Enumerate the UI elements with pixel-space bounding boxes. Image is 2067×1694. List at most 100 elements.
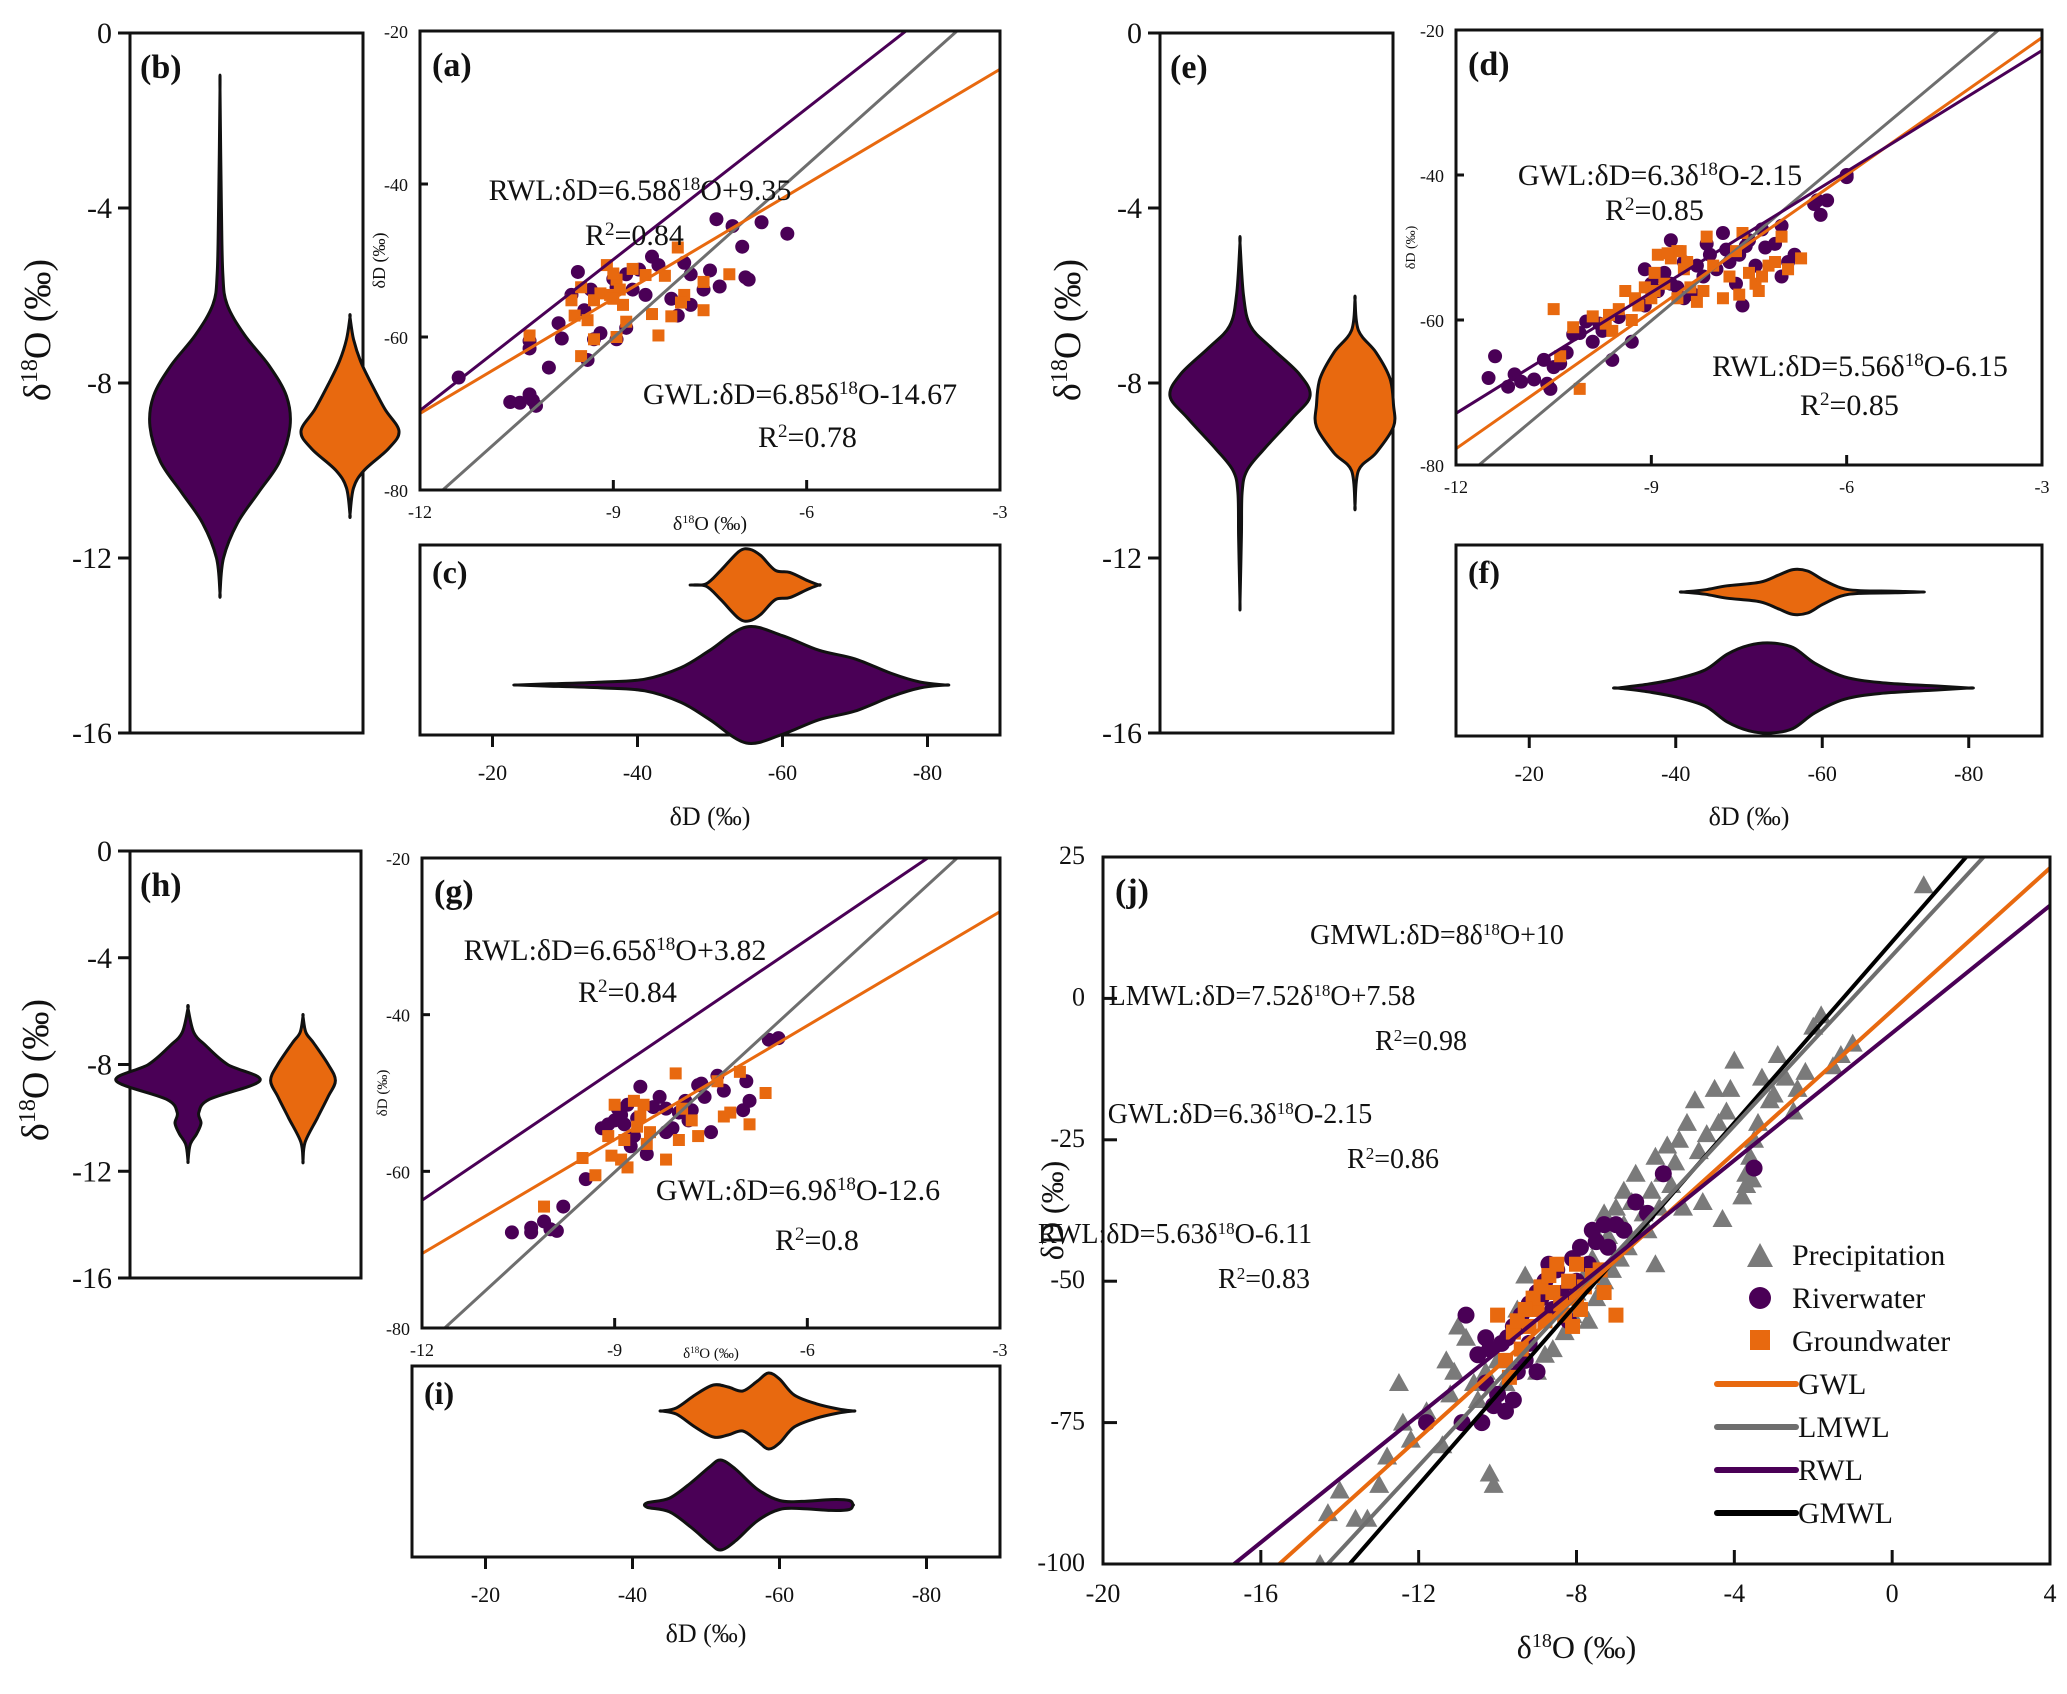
point-precipitation [1692,1192,1713,1211]
point-precipitation [1479,1463,1500,1482]
plot-frame [420,856,1002,1330]
x-tick-label: -80 [912,1582,941,1607]
violin-groundwater [269,1012,337,1165]
x-tick-label: -20 [471,1582,500,1607]
panel-label: (e) [1170,49,1208,86]
point-groundwater [626,262,639,275]
point-riverwater [541,360,556,375]
plot-area [422,858,1000,1328]
point-precipitation [1759,1090,1780,1109]
point-riverwater [504,1225,519,1240]
point-groundwater [685,1114,698,1127]
y-tick-label: -80 [384,481,408,501]
y-tick-label: -16 [72,1262,112,1295]
point-groundwater [1606,324,1619,337]
point-riverwater [1528,1363,1546,1381]
point-groundwater [607,267,620,280]
legend-label: GMWL [1798,1497,1893,1530]
x-tick-label: 4 [2044,1579,2057,1608]
point-precipitation [1515,1265,1536,1284]
legend-item: Groundwater [1750,1325,1950,1358]
violin-riverwater [1612,641,1975,735]
point-groundwater [1674,245,1687,258]
line-gmwl [1346,857,1969,1564]
y-tick-label: -75 [1050,1407,1085,1436]
point-groundwater [617,298,629,311]
point-precipitation [1669,1129,1690,1148]
point-groundwater [672,1134,685,1146]
point-precipitation [1625,1163,1646,1182]
point-precipitation [1830,1044,1851,1063]
point-riverwater [1657,265,1672,280]
point-groundwater [660,1153,673,1166]
line-rwl [420,31,909,412]
legend-label: GWL [1798,1368,1866,1401]
r-squared-annotation: R2=0.86 [1347,1144,1439,1176]
r-squared-annotation: R2=0.98 [1375,1026,1467,1058]
point-groundwater [1756,270,1769,283]
point-riverwater [524,1225,539,1240]
y-axis-label: δ18O (‰) [17,259,59,401]
violin-riverwater [642,1458,855,1552]
point-groundwater [1697,285,1710,297]
point-riverwater [1745,1159,1763,1177]
x-tick-label: -3 [993,1340,1008,1360]
x-tick-label: -9 [607,1340,622,1360]
point-groundwater [637,1098,650,1111]
point-precipitation [1676,1112,1697,1131]
y-tick-label: -60 [1420,311,1444,331]
point-riverwater [1457,1306,1475,1324]
point-riverwater [697,1089,712,1104]
point-precipitation [1369,1474,1390,1493]
y-axis-label: δD (‰) [375,1070,391,1117]
point-riverwater [1453,1414,1471,1432]
point-riverwater [1813,207,1828,222]
point-riverwater [1481,371,1496,385]
equation-annotation: GMWL:δD=8δ18O+10 [1310,920,1564,952]
legend-item: Precipitation [1747,1239,1945,1272]
y-tick-label: -25 [1050,1124,1085,1153]
plot-frame [1454,543,2044,738]
point-precipitation [1329,1480,1350,1499]
panel-j: -20 -16 -12 -8 -4 0 4 25 0 -25 -50 -75 -100 (j) δ18O (… [1034,841,2057,1665]
x-tick-label: 0 [1886,1579,1899,1608]
panel-g: -12 -9 -6 -3 -20 -40 -60 -80 (g) δ18O (‰) δD (‰) RW… [375,849,1008,1362]
point-riverwater [780,226,795,241]
legend-label: Riverwater [1792,1282,1925,1315]
point-precipitation [1448,1316,1469,1335]
point-groundwater [1782,263,1795,276]
x-tick-label: -40 [623,760,652,785]
point-precipitation [1712,1208,1733,1227]
y-tick-label: -20 [384,22,408,42]
violin-groundwater [658,1371,857,1451]
y-tick-label: -16 [1102,717,1142,750]
y-tick-label: -12 [72,542,112,575]
point-precipitation [1645,1254,1666,1273]
panel-e: 0 -4 -8 -12 -16 (e) δ18O (‰) [1047,17,1397,750]
panel-a: -12 -9 -6 -3 -20 -40 -60 -80 (a) δ18O (‰) δD (‰) RW… [369,22,1008,535]
point-precipitation [1436,1350,1457,1369]
equation-annotation: RWL:δD=6.65δ18O+3.82 [464,934,767,968]
panel-label: (a) [432,47,472,84]
point-riverwater [512,395,527,410]
legend-item: GWL [1714,1368,1866,1401]
line-gwl [420,67,1000,415]
point-groundwater [692,1130,705,1143]
point-groundwater [1529,1301,1545,1317]
x-tick-label: -9 [606,502,621,522]
point-groundwater [723,268,736,281]
point-riverwater [741,272,756,287]
point-precipitation [1913,875,1934,894]
point-groundwater [1769,256,1782,268]
point-precipitation [1775,1067,1796,1086]
plot-frame [1454,28,2044,467]
legend-triangle-icon [1747,1243,1773,1267]
y-tick-label: -80 [386,1319,410,1339]
point-groundwater [1775,230,1788,243]
point-riverwater [1571,1238,1589,1256]
point-groundwater [1723,270,1736,283]
panel-b: 0 -4 -8 -12 -16 (b) δ18O (‰) [17,17,401,750]
point-precipitation [1673,1197,1694,1216]
point-precipitation [1594,1271,1615,1290]
y-tick-label: -50 [1050,1265,1085,1294]
